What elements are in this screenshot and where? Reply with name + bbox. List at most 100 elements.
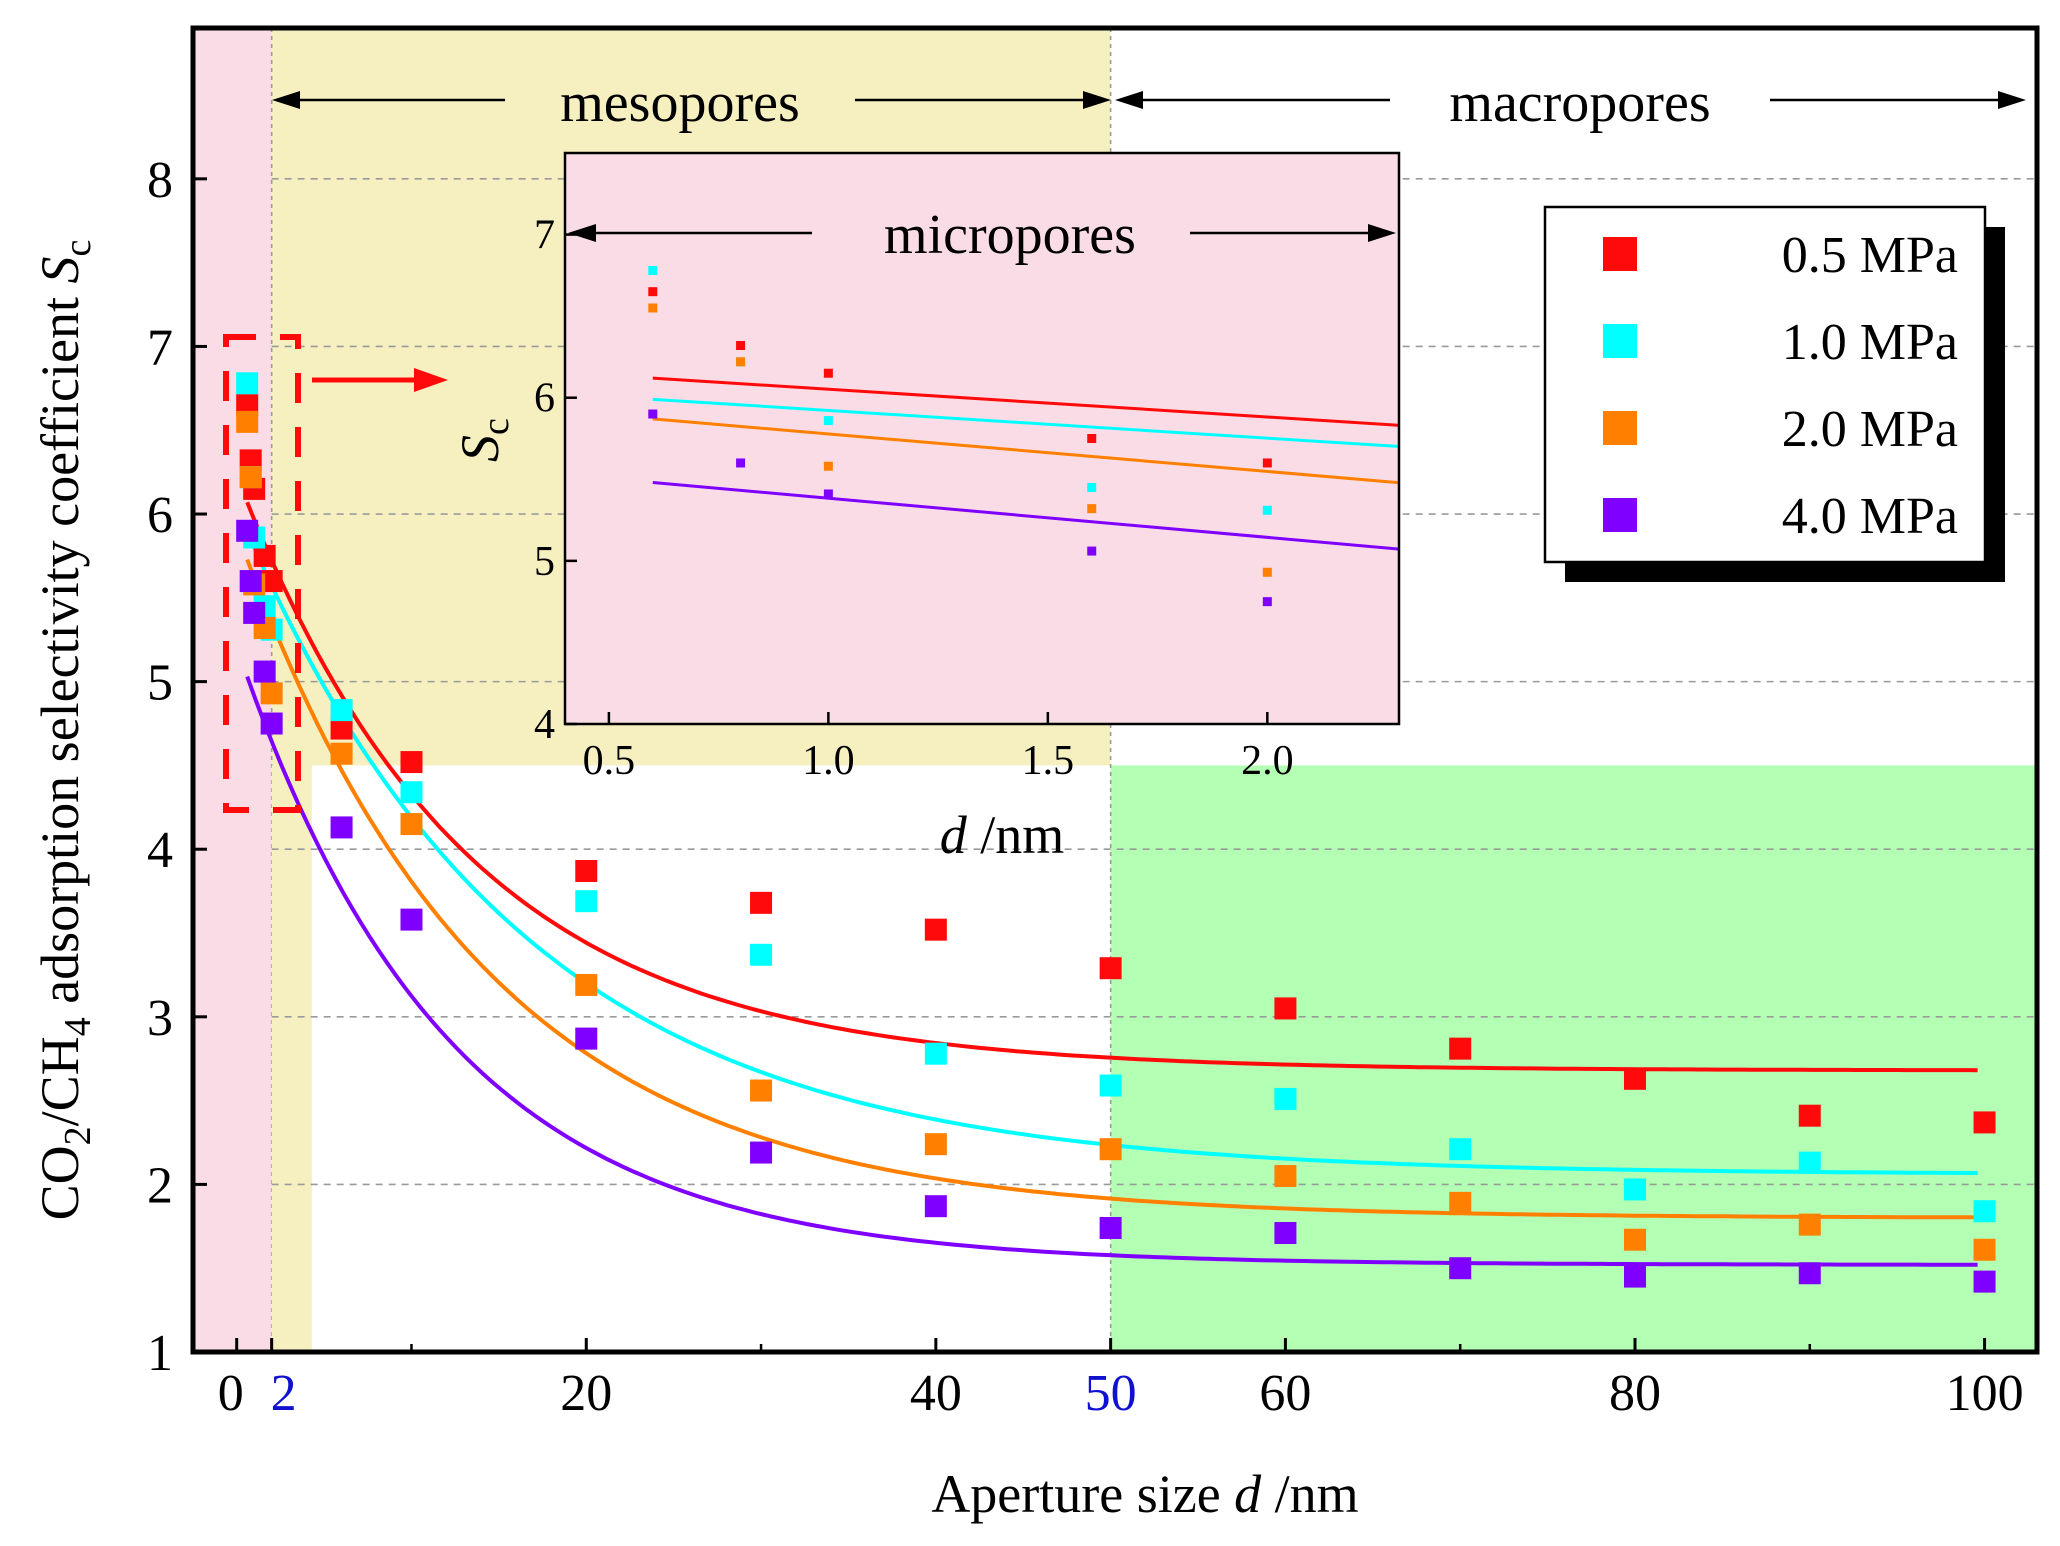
inset-data-point <box>823 368 833 378</box>
data-point <box>236 394 259 417</box>
macro-arrow-left-head <box>1115 91 1143 109</box>
legend-label: 4.0 MPa <box>1782 488 1958 545</box>
data-point <box>260 712 283 735</box>
y-tick-label: 7 <box>147 319 173 376</box>
inset-y-tick-label: 7 <box>534 213 555 259</box>
legend-swatch <box>1603 237 1637 271</box>
legend-items: 0.5 MPa 1.0 MPa 2.0 MPa 4.0 MPa <box>1603 227 1958 545</box>
inset-fit-lines <box>652 376 1400 551</box>
y-tick-label: 4 <box>147 822 173 879</box>
y-tick-label: 1 <box>147 1325 173 1382</box>
legend-label: 2.0 MPa <box>1782 401 1958 458</box>
inset-data-point <box>648 409 658 419</box>
inset-x-axis-var: d <box>940 805 968 865</box>
inset-data-point <box>1087 504 1097 514</box>
data-point <box>1099 957 1122 980</box>
legend: 0.5 MPa 1.0 MPa 2.0 MPa 4.0 MPa <box>1543 205 2005 582</box>
data-point <box>260 682 283 705</box>
data-point <box>575 890 598 913</box>
micropores-annotation: micropores <box>568 204 1396 266</box>
data-point <box>400 751 423 774</box>
data-point <box>1798 1151 1821 1174</box>
mesopores-label: mesopores <box>560 72 800 134</box>
data-point <box>330 742 353 765</box>
x-tick-label: 60 <box>1259 1365 1311 1422</box>
inset-data-point <box>1262 505 1272 515</box>
fit-curve-2-0-MPa <box>245 558 1978 1220</box>
meso-arrow-right-head <box>1083 91 1111 109</box>
x-axis-text: Aperture size <box>931 1464 1220 1524</box>
y-tick-label: 6 <box>147 487 173 544</box>
x-tick-label: 2 <box>271 1365 297 1422</box>
data-point <box>575 860 598 883</box>
data-point <box>330 816 353 839</box>
x-tick-label: 20 <box>560 1365 612 1422</box>
inset-x-tick-label: 2.0 <box>1241 738 1294 784</box>
inset-line-4-0-MPa <box>652 481 1400 551</box>
inset-data-point <box>736 341 746 351</box>
data-point <box>1973 1111 1996 1134</box>
inset-data-point <box>1262 458 1272 468</box>
data-point <box>236 372 259 395</box>
x-tick-label: 100 <box>1946 1365 2024 1422</box>
macropore-region <box>1110 765 2037 1352</box>
legend-swatch <box>1603 498 1637 532</box>
inset-x-axis-unit: /nm <box>967 805 1065 865</box>
inset-data-point <box>648 265 658 275</box>
data-point <box>1274 1087 1297 1110</box>
fit-curve-4-0-MPa <box>245 675 1978 1267</box>
inset-data-point <box>1087 546 1097 556</box>
data-point <box>239 570 262 593</box>
data-point <box>236 519 259 542</box>
inset-x-axis-label: d /nm <box>940 805 1065 865</box>
y-axis-var: S <box>30 257 90 284</box>
inset-x-tick-label: 1.5 <box>1022 738 1075 784</box>
y-tick-label: 3 <box>147 990 173 1047</box>
data-point <box>1623 1178 1646 1201</box>
inset-data-point <box>648 287 658 297</box>
y-axis-text-co: CO <box>30 1145 90 1220</box>
fit-curve-0-5-MPa <box>245 501 1978 1073</box>
inset-ticks: 0.5 1.0 1.5 2.0 4 5 6 7 <box>534 213 1294 784</box>
legend-swatch <box>1603 411 1637 445</box>
data-point <box>1973 1270 1996 1293</box>
data-point <box>253 544 276 567</box>
data-point <box>330 717 353 740</box>
inset-line-0-5-MPa <box>652 376 1400 427</box>
y-axis-label: CO2/CH4 adsorption selectivity coefficie… <box>30 240 99 1221</box>
micro-arrow-right-head <box>1368 224 1396 242</box>
inset-x-tick-label: 0.5 <box>583 738 636 784</box>
inset-y-tick-label: 4 <box>534 702 555 748</box>
inset-data-point <box>823 489 833 499</box>
data-point <box>575 1027 598 1050</box>
y-axis-text-rest: adsorption selectivity coefficient <box>30 284 90 1018</box>
inset-data-point <box>736 458 746 468</box>
micropore-region <box>193 28 272 1352</box>
zoom-indicator <box>223 334 448 813</box>
micro-arrow-left-head <box>568 224 596 242</box>
inset-line-1-0-MPa <box>652 397 1400 448</box>
inset-line-2-0-MPa <box>652 417 1400 485</box>
data-point <box>924 1042 947 1065</box>
data-point <box>1798 1104 1821 1127</box>
data-point <box>239 449 262 472</box>
data-point <box>1973 1200 1996 1223</box>
y-axis-sub-4: 4 <box>57 1017 99 1036</box>
inset-data-point <box>1262 597 1272 607</box>
data-point <box>924 1195 947 1218</box>
data-point <box>400 813 423 836</box>
data-point <box>1099 1074 1122 1097</box>
data-point <box>1449 1138 1472 1161</box>
inset-y-tick-label: 6 <box>534 376 555 422</box>
x-tick-label: 80 <box>1609 1365 1661 1422</box>
data-point <box>236 410 259 433</box>
micropores-label: micropores <box>884 204 1136 266</box>
data-point <box>1973 1238 1996 1261</box>
inset-frame <box>563 151 1401 726</box>
data-point <box>260 570 283 593</box>
data-point <box>924 918 947 941</box>
inset-data-point <box>736 357 746 367</box>
inset-chart: micropores 0.5 1.0 1.5 2.0 4 5 6 7 d /nm Sc <box>450 151 1401 865</box>
inset-data-point <box>823 461 833 471</box>
data-point <box>1099 1138 1122 1161</box>
